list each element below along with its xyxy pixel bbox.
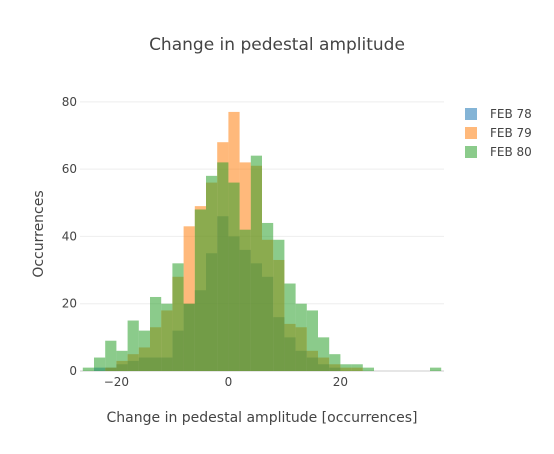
bars bbox=[82, 111, 442, 371]
legend-swatch bbox=[465, 146, 477, 158]
bar[interactable] bbox=[340, 364, 352, 371]
bar[interactable] bbox=[295, 303, 307, 371]
x-tick-label: 20 bbox=[333, 375, 348, 389]
bar[interactable] bbox=[150, 296, 162, 371]
series-2 bbox=[82, 155, 442, 371]
bar[interactable] bbox=[250, 155, 262, 371]
bar[interactable] bbox=[284, 283, 296, 371]
bar[interactable] bbox=[262, 222, 274, 371]
y-tick-labels: 0 20 40 60 80 bbox=[62, 95, 77, 378]
bar[interactable] bbox=[105, 340, 117, 371]
legend-label: FEB 80 bbox=[490, 145, 532, 159]
y-tick-label: 40 bbox=[62, 229, 77, 243]
x-tick-labels: −20 0 20 bbox=[104, 375, 348, 389]
y-tick-label: 60 bbox=[62, 162, 77, 176]
bar[interactable] bbox=[194, 209, 206, 371]
bar[interactable] bbox=[430, 367, 442, 371]
chart-title: Change in pedestal amplitude bbox=[149, 35, 405, 55]
x-tick-label: 0 bbox=[225, 375, 233, 389]
bar[interactable] bbox=[306, 310, 318, 371]
bar[interactable] bbox=[183, 226, 195, 371]
legend[interactable]: FEB 78 FEB 79 FEB 80 bbox=[465, 107, 532, 159]
x-axis-title: Change in pedestal amplitude [occurrence… bbox=[107, 410, 418, 426]
x-tick-label: −20 bbox=[104, 375, 129, 389]
bar[interactable] bbox=[351, 364, 363, 371]
legend-item[interactable]: FEB 78 bbox=[465, 107, 532, 121]
legend-swatch bbox=[465, 108, 477, 120]
bar[interactable] bbox=[206, 175, 218, 371]
bar[interactable] bbox=[172, 263, 184, 371]
bar[interactable] bbox=[94, 357, 106, 371]
bar[interactable] bbox=[273, 239, 285, 371]
bar[interactable] bbox=[183, 303, 195, 371]
bar[interactable] bbox=[138, 330, 150, 371]
bar[interactable] bbox=[239, 229, 251, 371]
y-tick-label: 20 bbox=[62, 297, 77, 311]
legend-item[interactable]: FEB 79 bbox=[465, 126, 532, 140]
bar[interactable] bbox=[116, 350, 128, 371]
legend-swatch bbox=[465, 127, 477, 139]
bar[interactable] bbox=[82, 367, 94, 371]
bar[interactable] bbox=[228, 182, 240, 371]
y-tick-label: 80 bbox=[62, 95, 77, 109]
bar[interactable] bbox=[127, 320, 139, 371]
y-tick-label: 0 bbox=[69, 364, 77, 378]
bar[interactable] bbox=[362, 367, 374, 371]
legend-label: FEB 79 bbox=[490, 126, 532, 140]
legend-label: FEB 78 bbox=[490, 107, 532, 121]
bar[interactable] bbox=[329, 354, 341, 371]
bar[interactable] bbox=[217, 162, 229, 371]
bar[interactable] bbox=[161, 303, 173, 371]
y-axis-title: Occurrences bbox=[31, 190, 47, 277]
legend-item[interactable]: FEB 80 bbox=[465, 145, 532, 159]
bar[interactable] bbox=[318, 337, 330, 371]
